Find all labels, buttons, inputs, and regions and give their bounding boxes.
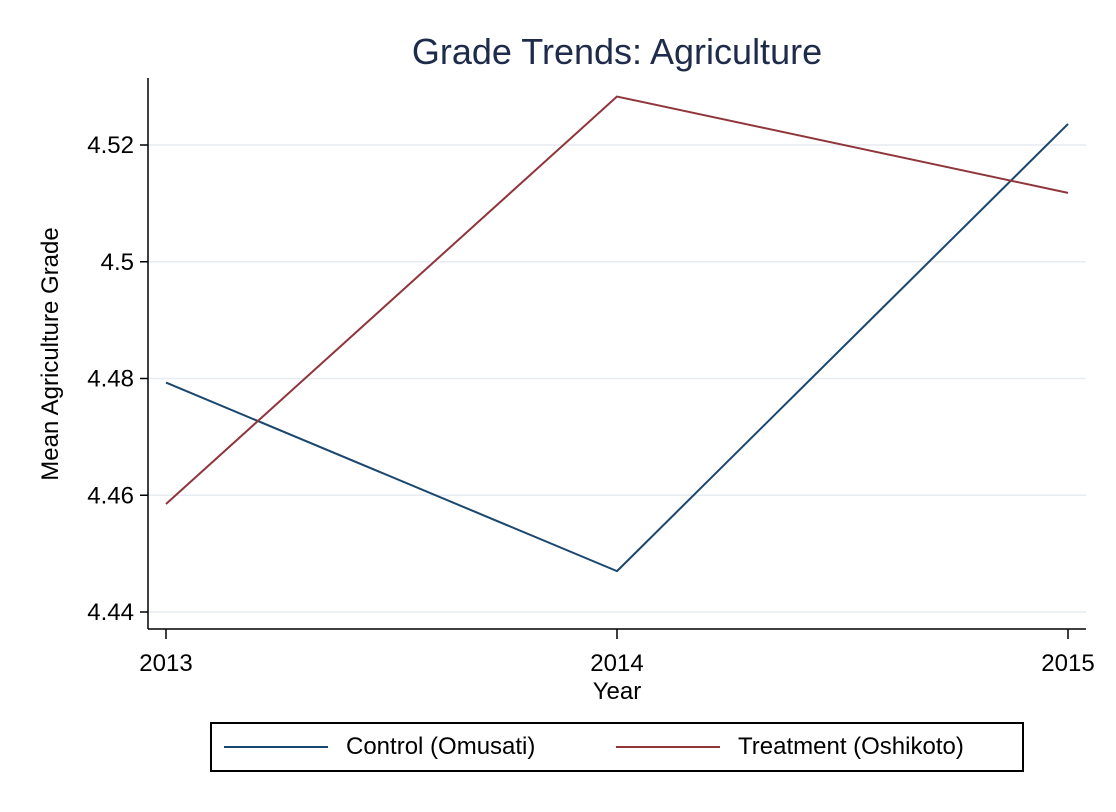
y-tick-label: 4.44 bbox=[87, 599, 134, 626]
series-lines bbox=[165, 95, 1069, 573]
chart-title: Grade Trends: Agriculture bbox=[412, 31, 822, 72]
legend-swatch-treatment bbox=[616, 746, 720, 748]
legend-label-control: Control (Omusati) bbox=[346, 733, 536, 760]
x-tick-label: 2013 bbox=[139, 650, 192, 677]
x-axis-ticks: 2013 2014 2015 bbox=[139, 629, 1095, 677]
y-axis-ticks: 4.44 4.46 4.48 4.5 4.52 bbox=[87, 132, 148, 626]
y-axis-label: Mean Agriculture Grade bbox=[37, 227, 64, 480]
y-tick-label: 4.46 bbox=[87, 482, 134, 509]
x-axis-label: Year bbox=[593, 678, 642, 705]
legend: Control (Omusati) Treatment (Oshikoto) bbox=[210, 722, 1024, 772]
legend-swatch-control bbox=[224, 746, 328, 748]
legend-item-treatment: Treatment (Oshikoto) bbox=[616, 724, 964, 770]
series-line-control bbox=[165, 123, 1069, 573]
grid-lines bbox=[148, 144, 1086, 613]
y-tick-label: 4.48 bbox=[87, 366, 134, 393]
x-tick-label: 2015 bbox=[1041, 650, 1094, 677]
x-tick-label: 2014 bbox=[590, 650, 643, 677]
legend-item-control: Control (Omusati) bbox=[224, 724, 535, 770]
series-line-treatment bbox=[165, 95, 1069, 505]
y-tick-label: 4.5 bbox=[101, 249, 134, 276]
y-tick-label: 4.52 bbox=[87, 132, 134, 159]
legend-label-treatment: Treatment (Oshikoto) bbox=[738, 733, 964, 760]
